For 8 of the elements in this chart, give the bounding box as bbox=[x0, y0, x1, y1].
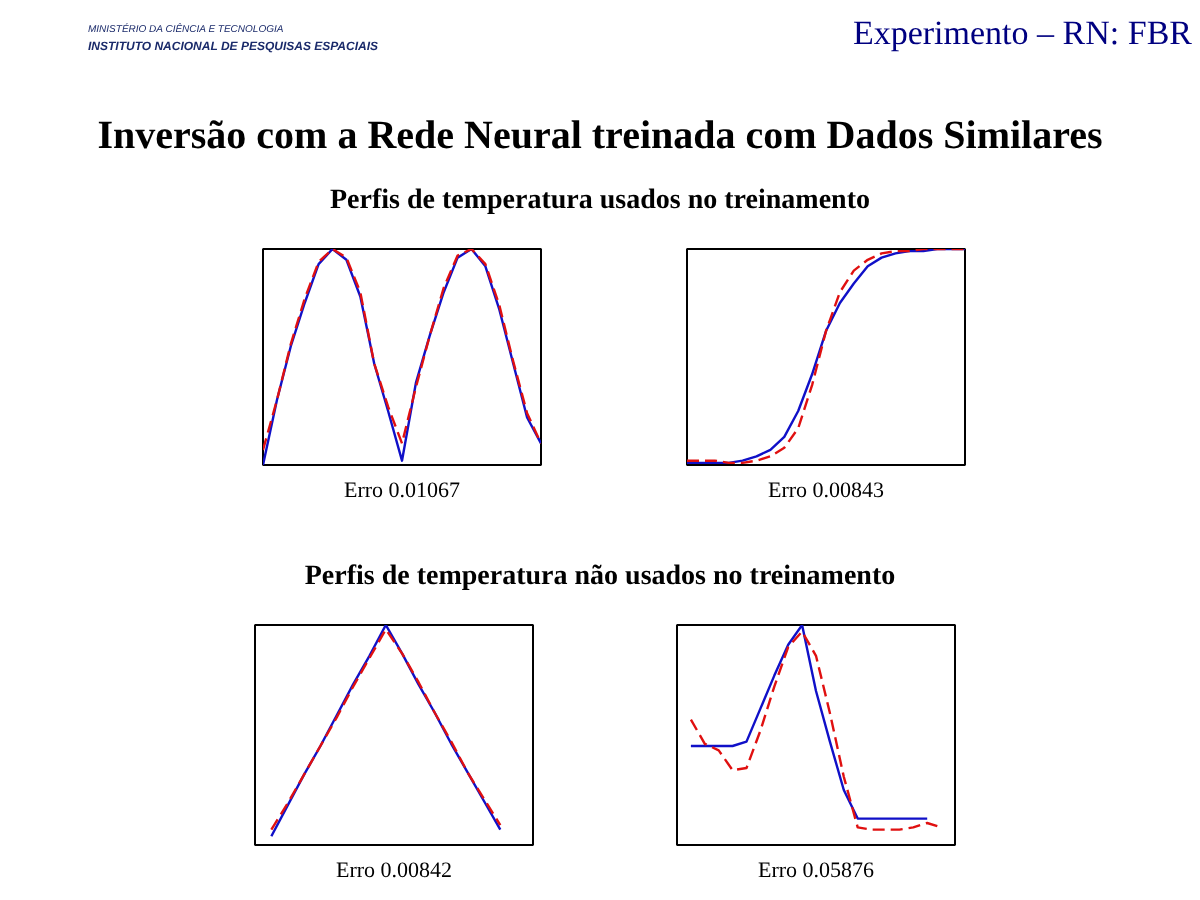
text: Erro 0.05876 bbox=[757, 859, 876, 883]
text: Experimento – RN: FBR bbox=[852, 12, 1192, 56]
text: Perfis de temperatura não usados no treinamento bbox=[302, 560, 898, 596]
text: Erro 0.00842 bbox=[335, 859, 453, 883]
text: Erro 0.01067 bbox=[343, 479, 462, 503]
text: Erro 0.00843 bbox=[767, 479, 886, 503]
text: Perfis de temperatura usados no treinamento bbox=[328, 184, 872, 220]
text: Inversão com a Rede Neural treinada com Dados Similares bbox=[95, 112, 1105, 162]
